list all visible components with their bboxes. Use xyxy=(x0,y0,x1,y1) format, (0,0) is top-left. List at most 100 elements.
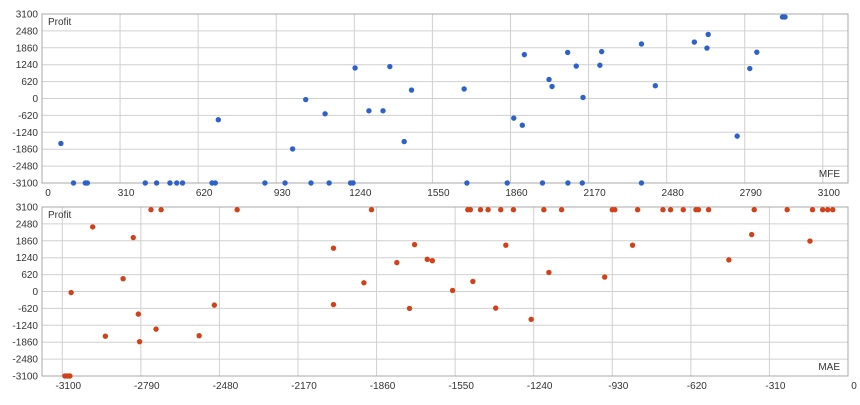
y-tick-label: 1240 xyxy=(16,60,39,71)
data-point xyxy=(819,207,826,213)
data-point xyxy=(695,207,702,213)
y-tick-label: -1240 xyxy=(12,128,38,139)
y-tick-label: -620 xyxy=(18,111,38,122)
data-point xyxy=(485,207,491,213)
data-point xyxy=(680,207,686,213)
y-tick-label: 2480 xyxy=(16,219,39,230)
data-point xyxy=(394,259,400,266)
data-point xyxy=(215,117,222,123)
x-tick-label: -3100 xyxy=(55,381,81,392)
x-tick-label: -1860 xyxy=(370,381,396,392)
data-point xyxy=(612,207,618,213)
data-point xyxy=(747,65,753,72)
data-point xyxy=(303,96,309,103)
plot-frame xyxy=(41,13,849,184)
data-point xyxy=(638,180,645,186)
data-point xyxy=(705,207,712,213)
data-point xyxy=(598,48,605,55)
data-point xyxy=(549,83,555,90)
data-point xyxy=(726,257,732,263)
data-point xyxy=(212,180,218,186)
data-point xyxy=(179,180,186,186)
data-point xyxy=(782,14,788,20)
data-point xyxy=(153,326,159,332)
data-point xyxy=(629,242,636,248)
data-point xyxy=(830,207,836,213)
data-point xyxy=(67,373,73,379)
data-point xyxy=(234,207,240,213)
data-point xyxy=(580,94,586,101)
x-axis-label: MAE xyxy=(818,362,840,373)
data-point xyxy=(411,241,418,248)
x-tick-label: 0 xyxy=(851,381,857,392)
y-tick-label: -620 xyxy=(18,304,38,315)
data-point xyxy=(825,207,831,213)
data-point xyxy=(705,31,711,38)
data-point xyxy=(289,146,296,152)
data-point xyxy=(492,305,499,311)
data-point xyxy=(464,180,470,186)
data-point xyxy=(387,63,393,70)
data-point xyxy=(634,207,641,213)
y-axis-label: Profit xyxy=(48,17,72,28)
data-point xyxy=(330,301,337,308)
data-point xyxy=(148,207,154,213)
y-tick-label: 1240 xyxy=(16,253,39,264)
data-point xyxy=(326,180,332,186)
data-point xyxy=(660,207,666,213)
data-point xyxy=(196,332,202,339)
data-point xyxy=(546,76,552,83)
data-point xyxy=(503,242,509,248)
data-point xyxy=(565,180,571,186)
data-point xyxy=(262,180,268,186)
data-point xyxy=(652,82,659,89)
x-tick-label: 3100 xyxy=(818,188,841,199)
data-point xyxy=(546,269,552,276)
x-tick-label: 0 xyxy=(45,188,51,199)
x-tick-label: -620 xyxy=(687,381,707,392)
data-point xyxy=(470,278,476,285)
data-point xyxy=(136,338,143,345)
data-point xyxy=(408,87,415,93)
data-point xyxy=(477,207,484,213)
data-point xyxy=(406,305,413,312)
data-point xyxy=(784,207,790,213)
data-point xyxy=(467,207,474,213)
data-point xyxy=(135,311,142,317)
data-point xyxy=(449,287,456,294)
data-point xyxy=(511,115,517,121)
data-point xyxy=(142,180,148,186)
data-point xyxy=(380,108,386,114)
data-point xyxy=(401,138,407,145)
data-point xyxy=(352,65,358,71)
y-tick-label: -1860 xyxy=(12,338,38,349)
data-point xyxy=(68,289,74,296)
x-tick-label: 1240 xyxy=(349,188,372,199)
y-tick-label: 1860 xyxy=(16,236,39,247)
data-point xyxy=(211,302,218,308)
data-point xyxy=(282,180,288,186)
x-tick-label: 2480 xyxy=(662,188,685,199)
x-tick-label: -2480 xyxy=(213,381,239,392)
data-point xyxy=(691,39,698,45)
y-tick-label: -3100 xyxy=(12,179,38,190)
data-point xyxy=(510,207,517,213)
x-tick-label: 620 xyxy=(196,188,213,199)
data-point xyxy=(558,207,565,213)
data-point xyxy=(102,333,109,339)
x-tick-label: -930 xyxy=(608,381,628,392)
data-point xyxy=(167,180,173,186)
x-tick-label: 310 xyxy=(118,188,135,199)
data-point xyxy=(153,180,160,186)
x-tick-label: -2170 xyxy=(291,381,317,392)
y-tick-label: 620 xyxy=(21,270,38,281)
data-point xyxy=(504,180,510,186)
y-tick-label: 3100 xyxy=(16,203,39,214)
plot-frame xyxy=(41,206,849,377)
data-point xyxy=(308,180,314,186)
data-point xyxy=(330,245,337,251)
y-tick-label: -1860 xyxy=(12,145,38,156)
data-point xyxy=(809,207,816,213)
y-tick-label: 2480 xyxy=(16,26,39,37)
